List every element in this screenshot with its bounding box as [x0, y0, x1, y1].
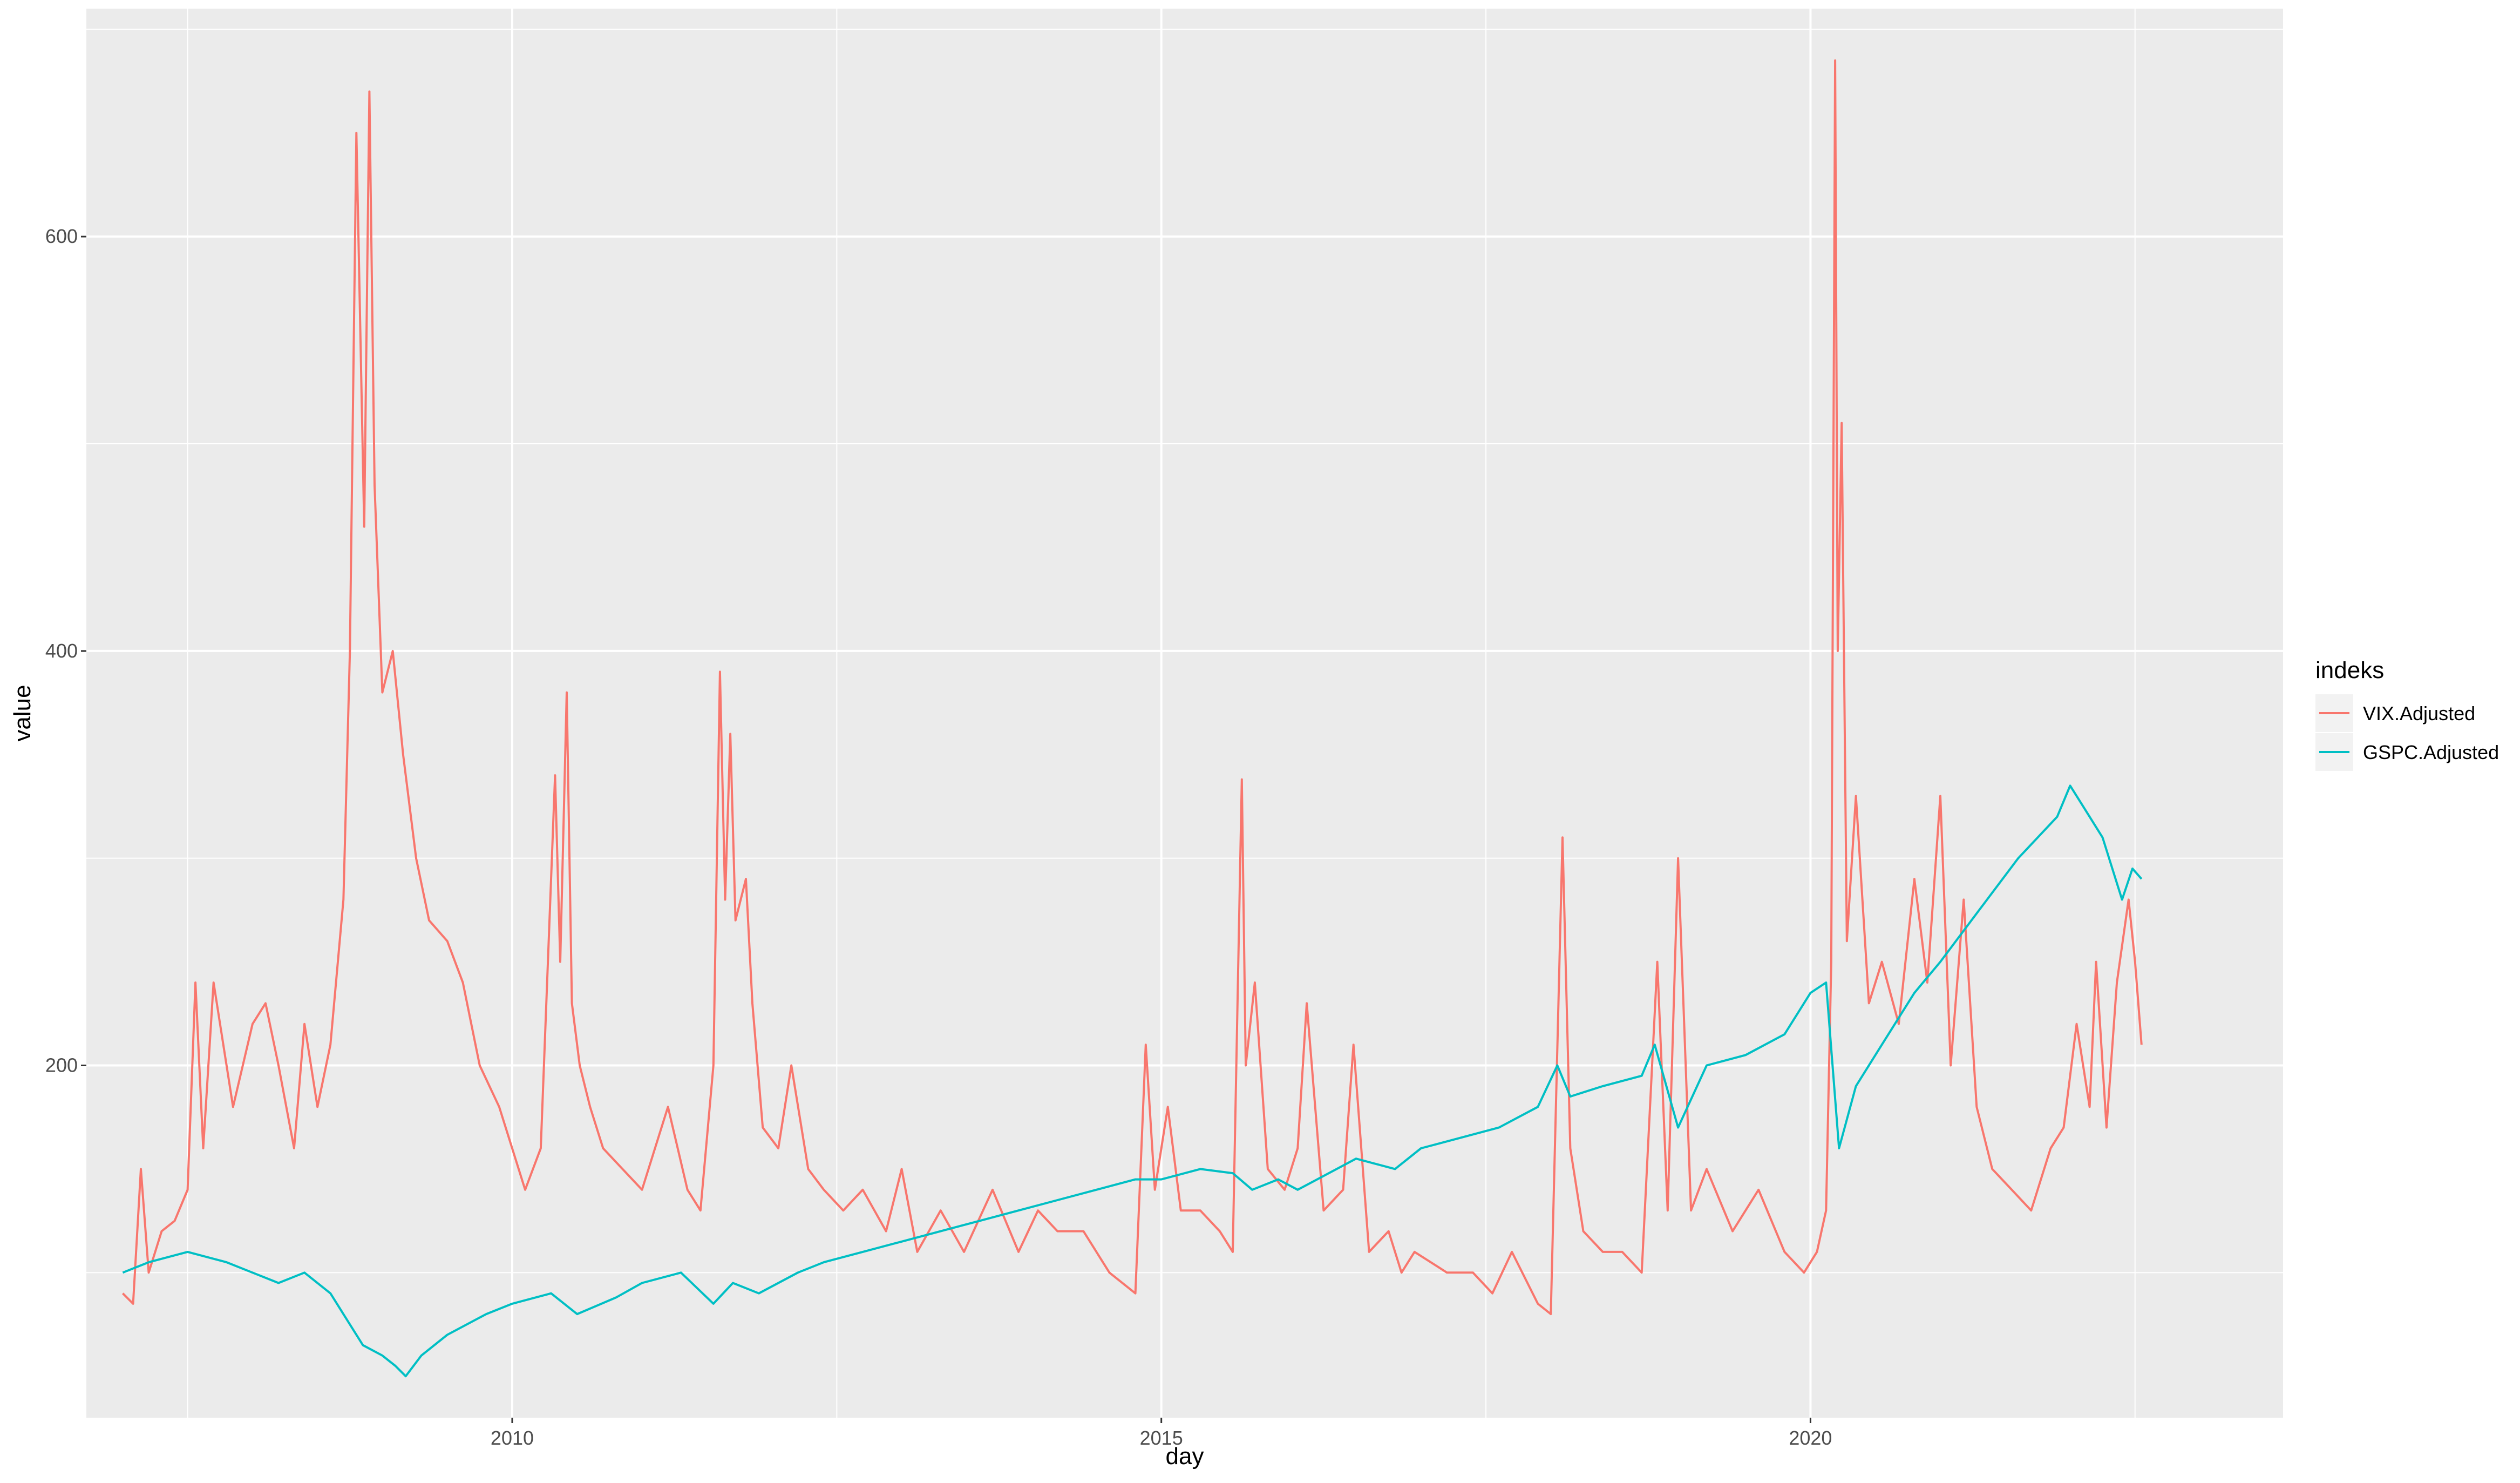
y-axis-title: value	[9, 685, 36, 741]
legend: indeks VIX.Adjusted GSPC.Adjusted	[2315, 657, 2499, 771]
series-line-vix-adjusted	[121, 59, 2143, 1316]
y-tick-label-400: 400	[45, 640, 78, 662]
grid-minor	[86, 9, 2283, 1418]
grid-major	[86, 9, 2283, 1418]
series-line-gspc-adjusted	[122, 784, 2143, 1378]
plot-panel	[86, 9, 2283, 1418]
series-layer	[121, 59, 2143, 1378]
legend-label-gspc: GSPC.Adjusted	[2363, 741, 2499, 763]
x-tick-label-2020: 2020	[1789, 1427, 1832, 1449]
y-tick-label-600: 600	[45, 225, 78, 247]
x-tick-label-2010: 2010	[491, 1427, 534, 1449]
legend-title: indeks	[2315, 657, 2384, 683]
y-tick-label-200: 200	[45, 1054, 78, 1076]
x-axis: 2010 2015 2020	[491, 1418, 1832, 1449]
x-axis-title: day	[1166, 1443, 1204, 1470]
y-axis: 200 400 600	[45, 225, 86, 1076]
x-tick-label-2015: 2015	[1140, 1427, 1183, 1449]
legend-label-vix: VIX.Adjusted	[2363, 702, 2475, 724]
